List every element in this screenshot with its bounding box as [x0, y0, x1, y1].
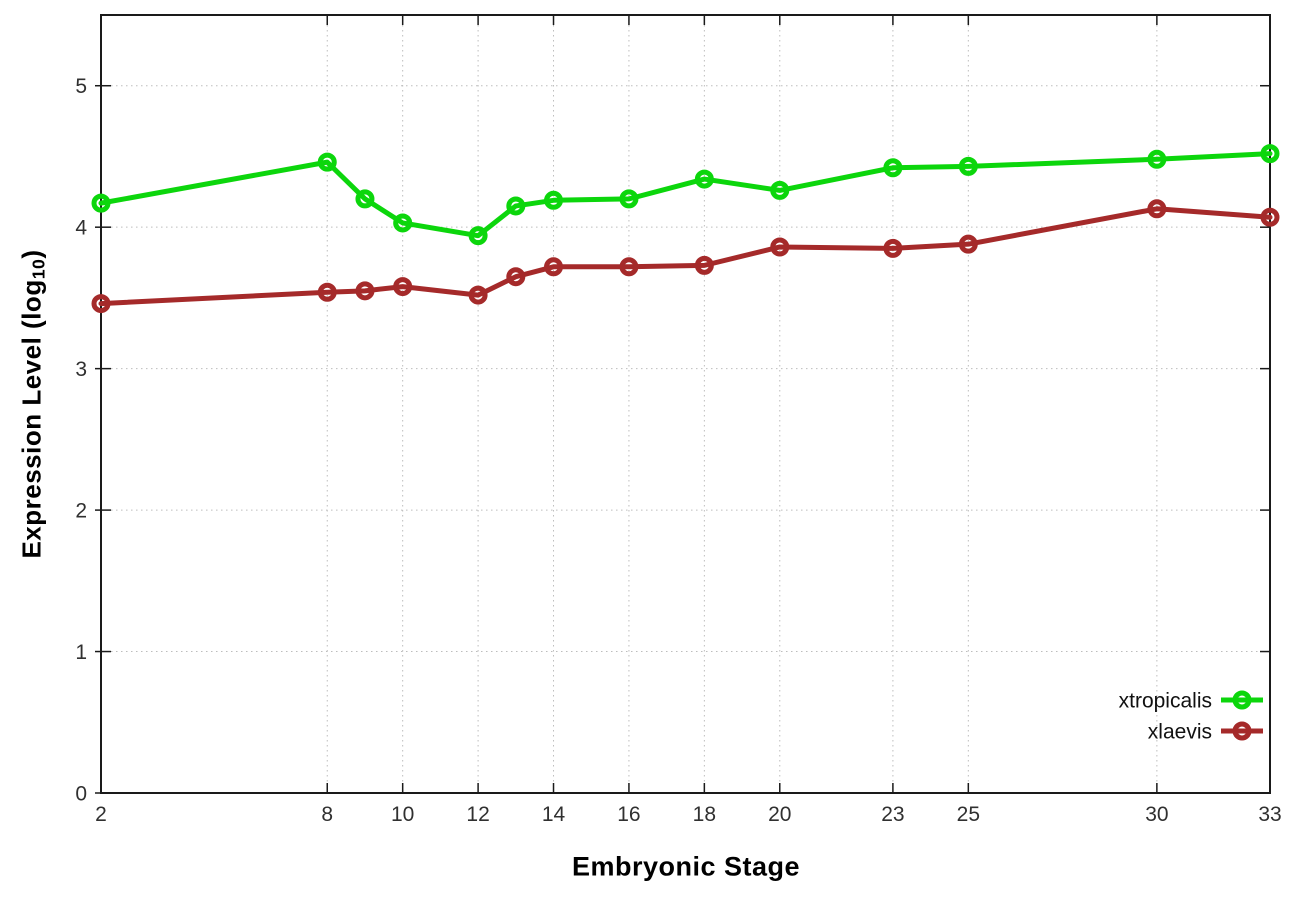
data-point-xtropicalis [468, 226, 488, 246]
data-point-xlaevis [393, 277, 413, 297]
data-point-xtropicalis [770, 180, 790, 200]
data-point-xtropicalis [883, 158, 903, 178]
data-point-xlaevis [468, 285, 488, 305]
legend-entry-xtropicalis: xtropicalis [1119, 689, 1263, 712]
data-point-xlaevis [1260, 207, 1280, 227]
y-tick-labels: 0 1 2 3 4 5 [75, 75, 87, 805]
data-point-xtropicalis [393, 213, 413, 233]
legend-marker-icon [1232, 690, 1252, 710]
data-point-xlaevis [91, 294, 111, 314]
x-tick-label: 16 [617, 803, 640, 826]
data-point-xlaevis [506, 267, 526, 287]
x-axis-title: Embryonic Stage [571, 851, 801, 882]
data-point-xtropicalis [355, 189, 375, 209]
series-line-xlaevis [98, 206, 1273, 307]
y-axis-title: Expression Level (log10) [16, 249, 49, 558]
data-point-xtropicalis [694, 169, 714, 189]
data-point-xlaevis [317, 282, 337, 302]
data-point-xlaevis [619, 257, 639, 277]
data-point-xlaevis [1147, 199, 1167, 219]
data-point-xtropicalis [317, 152, 337, 172]
x-tick-label: 8 [321, 803, 333, 826]
gridlines [101, 15, 1270, 793]
x-tick-labels: 2 8 10 12 14 16 18 20 23 25 30 33 [95, 803, 1282, 826]
y-axis-title-main: Expression Level (log [16, 279, 47, 559]
data-point-xlaevis [883, 238, 903, 258]
plot-border [100, 14, 1271, 794]
legend-entry-xlaevis: xlaevis [1148, 720, 1263, 743]
x-tick-label: 30 [1145, 803, 1168, 826]
data-point-xtropicalis [91, 193, 111, 213]
data-point-xlaevis [355, 281, 375, 301]
x-tick-label: 18 [693, 803, 716, 826]
data-point-xtropicalis [1260, 144, 1280, 164]
legend-label: xtropicalis [1119, 689, 1212, 712]
y-tick-label: 3 [75, 358, 87, 381]
x-tick-label: 14 [542, 803, 566, 826]
y-axis-title-subscript: 10 [28, 258, 49, 280]
axis-ticks [95, 15, 1271, 794]
x-tick-label: 23 [881, 803, 904, 826]
y-tick-label: 5 [75, 75, 87, 98]
data-point-xlaevis [958, 234, 978, 254]
y-axis-title-close: ) [16, 249, 47, 259]
x-tick-label: 10 [391, 803, 414, 826]
x-tick-label: 33 [1258, 803, 1281, 826]
x-tick-label: 2 [95, 803, 107, 826]
y-tick-label: 4 [75, 217, 87, 240]
data-point-xtropicalis [544, 190, 564, 210]
data-point-xtropicalis [958, 156, 978, 176]
legend-marker-icon [1232, 721, 1252, 741]
y-tick-label: 2 [75, 499, 87, 522]
data-point-xlaevis [770, 237, 790, 257]
x-tick-label: 20 [768, 803, 791, 826]
data-point-xtropicalis [506, 196, 526, 216]
x-tick-label: 12 [466, 803, 489, 826]
data-point-xlaevis [694, 255, 714, 275]
data-point-xtropicalis [619, 189, 639, 209]
series-line-xtropicalis [98, 151, 1273, 239]
y-tick-label: 1 [75, 641, 87, 664]
legend-label: xlaevis [1148, 720, 1212, 743]
data-point-xlaevis [544, 257, 564, 277]
y-tick-label: 0 [75, 782, 87, 805]
x-tick-label: 25 [957, 803, 980, 826]
legend: xtropicalis xlaevis [1119, 689, 1263, 743]
data-series [91, 144, 1280, 314]
data-point-xtropicalis [1147, 149, 1167, 169]
